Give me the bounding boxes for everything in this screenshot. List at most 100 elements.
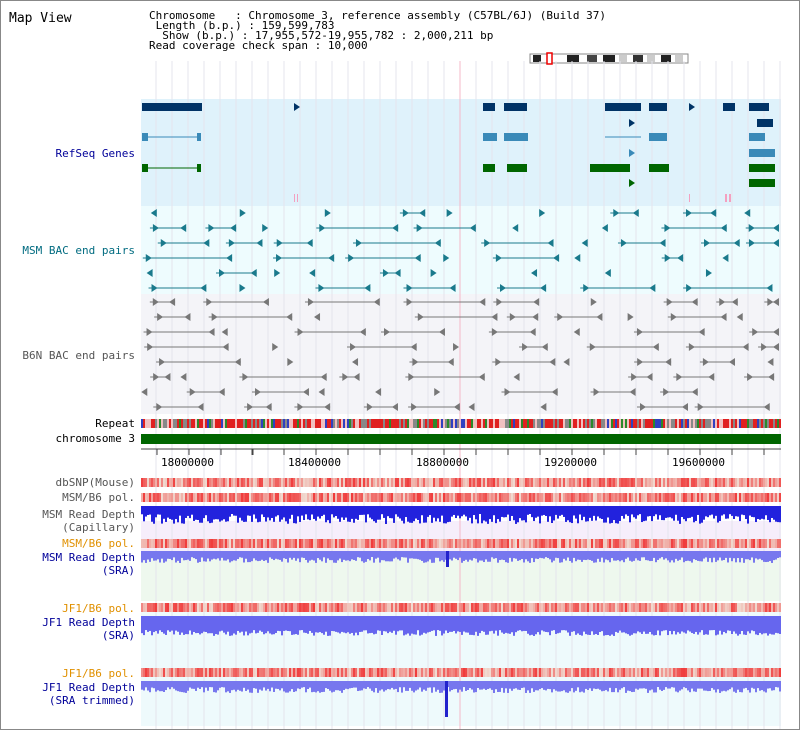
track-label-refseq[interactable]: RefSeq Genes	[55, 147, 135, 160]
polymorphism-cell	[447, 603, 449, 612]
track-label-jf1-depth-sra-1[interactable]: JF1 Read Depth	[42, 616, 135, 629]
polymorphism-cell	[357, 478, 359, 487]
depth-bar	[305, 616, 307, 633]
polymorphism-cell	[575, 478, 577, 487]
polymorphism-cell	[765, 493, 767, 502]
depth-bar	[199, 616, 201, 635]
depth-bar	[199, 551, 201, 562]
depth-bar	[501, 616, 503, 633]
depth-bar	[477, 551, 479, 563]
chromosome-ideogram[interactable]	[529, 52, 691, 66]
track-label-msm-depth-sra-2: (SRA)	[101, 564, 135, 577]
depth-bar	[745, 616, 747, 635]
polymorphism-cell	[727, 603, 729, 612]
track-label-jf1-b6-pol-1[interactable]: JF1/B6 pol.	[62, 602, 135, 615]
polymorphism-cell	[683, 493, 685, 502]
bac-end-marker	[262, 298, 269, 306]
polymorphism-cell	[471, 539, 473, 548]
polymorphism-cell	[435, 603, 437, 612]
bac-end-marker	[763, 403, 770, 411]
polymorphism-cell	[467, 493, 469, 502]
polymorphism-cell	[463, 493, 465, 502]
polymorphism-cell	[445, 603, 447, 612]
repeat-segment	[585, 419, 587, 428]
depth-bar	[191, 681, 193, 689]
bac-end-marker	[414, 254, 421, 262]
track-label-repeat[interactable]: Repeat	[95, 417, 135, 430]
bac-end-marker	[469, 224, 476, 232]
depth-bar	[749, 616, 751, 634]
depth-bar	[329, 506, 331, 524]
polymorphism-cell	[327, 539, 329, 548]
polymorphism-cell	[613, 603, 615, 612]
polymorphism-cell	[185, 493, 187, 502]
repeat-segment	[183, 419, 185, 428]
depth-bar	[671, 681, 673, 688]
track-label-b6n-bac[interactable]: B6N BAC end pairs	[22, 349, 135, 362]
polymorphism-cell	[455, 539, 457, 548]
depth-bar	[557, 681, 559, 692]
polymorphism-cell	[537, 493, 539, 502]
depth-bar	[267, 681, 269, 689]
polymorphism-cell	[387, 603, 389, 612]
polymorphism-cell	[411, 478, 413, 487]
depth-bar	[485, 681, 487, 690]
polymorphism-cell	[327, 668, 329, 677]
depth-bar	[319, 551, 321, 560]
depth-bar	[553, 681, 555, 690]
track-label-msm-bac[interactable]: MSM BAC end pairs	[22, 244, 135, 257]
polymorphism-cell	[635, 668, 637, 677]
polymorphism-cell	[755, 603, 757, 612]
polymorphism-cell	[367, 493, 369, 502]
depth-bar	[557, 616, 559, 634]
track-label-msm-depth-sra-1[interactable]: MSM Read Depth	[42, 551, 135, 564]
depth-bar	[489, 616, 491, 632]
polymorphism-cell	[625, 493, 627, 502]
polymorphism-cell	[585, 603, 587, 612]
polymorphism-cell	[531, 603, 533, 612]
polymorphism-cell	[691, 539, 693, 548]
polymorphism-cell	[541, 493, 543, 502]
repeat-segment	[411, 419, 413, 428]
bac-end-marker	[491, 328, 498, 336]
polymorphism-cell	[307, 603, 309, 612]
depth-bar	[701, 681, 703, 689]
depth-bar	[607, 681, 609, 692]
depth-bar	[223, 681, 225, 688]
polymorphism-cell	[145, 668, 147, 677]
bac-end-marker	[391, 403, 398, 411]
depth-bar	[559, 681, 561, 692]
track-label-jf1-b6-pol-2[interactable]: JF1/B6 pol.	[62, 667, 135, 680]
depth-bar	[375, 616, 377, 634]
bac-end-marker	[752, 328, 759, 336]
polymorphism-cell	[143, 478, 145, 487]
polymorphism-cell	[503, 603, 505, 612]
polymorphism-cell	[445, 668, 447, 677]
depth-bar	[293, 551, 295, 558]
repeat-segment	[575, 419, 577, 428]
depth-bar	[307, 681, 309, 690]
polymorphism-cell	[425, 603, 427, 612]
polymorphism-cell	[447, 668, 449, 677]
polymorphism-cell	[185, 603, 187, 612]
track-label-msm-b6-pol-1[interactable]: MSM/B6 pol.	[62, 491, 135, 504]
depth-bar	[721, 506, 723, 516]
depth-bar	[229, 616, 231, 636]
depth-bar	[269, 506, 271, 521]
depth-bar	[735, 616, 737, 634]
polymorphism-cell	[681, 603, 683, 612]
track-label-dbsnp[interactable]: dbSNP(Mouse)	[55, 476, 135, 489]
bac-end-marker	[160, 239, 167, 247]
depth-bar	[685, 616, 687, 634]
track-label-msm-b6-pol-2[interactable]: MSM/B6 pol.	[62, 537, 135, 550]
depth-bar	[473, 616, 475, 636]
strand-arrow	[294, 103, 300, 111]
track-label-msm-depth-cap-1[interactable]: MSM Read Depth	[42, 508, 135, 521]
track-label-jf1-depth-trim-1[interactable]: JF1 Read Depth	[42, 681, 135, 694]
polymorphism-cell	[577, 493, 579, 502]
polymorphism-cell	[203, 478, 205, 487]
polymorphism-cell	[539, 668, 541, 677]
depth-bar	[595, 681, 597, 690]
track-label-chromosome[interactable]: chromosome 3	[55, 432, 135, 445]
